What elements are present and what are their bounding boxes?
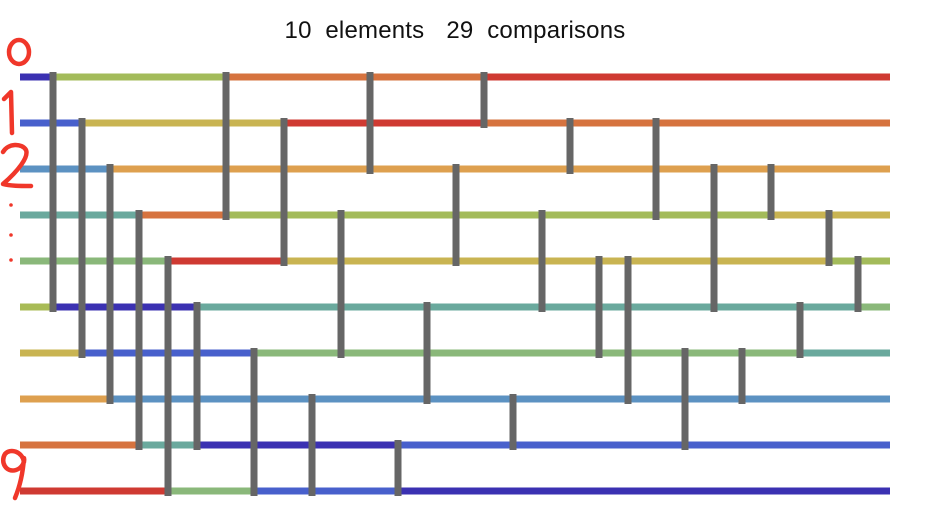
comparator-17 [538, 210, 546, 312]
comparisons-label: comparisons [487, 17, 626, 44]
wire-0-segment-4 [484, 73, 890, 81]
wire-0-segment-0 [20, 73, 53, 81]
comparator-19 [595, 256, 603, 358]
wire-9-segment-3 [398, 487, 890, 495]
handwritten-annotations: 0 1 2 9 [0, 37, 34, 501]
comparator-10 [337, 210, 345, 358]
wire-0-segment-2 [226, 73, 370, 81]
comparator-6 [222, 72, 230, 220]
wire-5-segment-2 [197, 303, 858, 311]
wire-6-segment-2 [254, 349, 800, 357]
ellipsis-dots [9, 203, 13, 262]
wire-1-segment-1 [82, 119, 284, 127]
wire-8-segment-0 [20, 441, 139, 449]
wire-9 [20, 487, 890, 495]
comparator-12 [394, 440, 402, 496]
comparator-3 [135, 210, 143, 450]
comparator-0 [49, 72, 57, 312]
wire-3-segment-1 [139, 211, 226, 219]
wire-6 [20, 349, 890, 357]
wire-0-segment-1 [53, 73, 226, 81]
wire-9-segment-0 [20, 487, 168, 495]
comparator-8 [280, 118, 288, 266]
comparators-layer [49, 72, 862, 496]
wire-5-segment-0 [20, 303, 53, 311]
comparator-14 [452, 164, 460, 266]
comparator-20 [624, 256, 632, 404]
wire-7-segment-1 [110, 395, 890, 403]
elements-count: 10 [284, 17, 312, 44]
comparator-7 [250, 348, 258, 496]
comparator-11 [366, 72, 374, 174]
wire-9-segment-2 [254, 487, 398, 495]
comparator-16 [509, 394, 517, 450]
comparator-25 [767, 164, 775, 220]
wire-4-segment-0 [20, 257, 168, 265]
wires-layer [20, 73, 890, 495]
comparator-23 [710, 164, 718, 312]
comparator-1 [78, 118, 86, 358]
wire-0-segment-3 [370, 73, 484, 81]
comparator-18 [566, 118, 574, 174]
wire-8-segment-2 [197, 441, 398, 449]
comparator-2 [106, 164, 114, 404]
comparator-13 [423, 302, 431, 404]
wire-8 [20, 441, 890, 449]
comparisons-count: 29 [446, 17, 474, 44]
wire-2-segment-1 [110, 165, 890, 173]
index-label-0: 0 [6, 37, 32, 67]
comparator-27 [825, 210, 833, 266]
index-label-2: 2 [0, 142, 34, 189]
elements-label: elements [325, 17, 425, 44]
wire-1-segment-4 [484, 119, 570, 127]
wire-3-segment-2 [226, 211, 656, 219]
wire-5 [20, 303, 890, 311]
wire-0 [20, 73, 890, 81]
wire-1 [20, 119, 890, 127]
comparator-22 [681, 348, 689, 450]
index-label-1: 1 [1, 89, 15, 136]
comparator-21 [652, 118, 660, 220]
comparator-5 [193, 302, 201, 450]
wire-5-segment-1 [53, 303, 197, 311]
comparator-15 [480, 72, 488, 128]
network-title: 10 elements 29 comparisons [0, 17, 910, 45]
wire-6-segment-3 [800, 349, 890, 357]
comparator-9 [308, 394, 316, 496]
wire-1-segment-6 [656, 119, 890, 127]
wire-6-segment-0 [20, 349, 82, 357]
wire-4-segment-2 [284, 257, 829, 265]
wire-7 [20, 395, 890, 403]
comparator-26 [796, 302, 804, 358]
wire-8-segment-3 [398, 441, 890, 449]
wire-5-segment-3 [858, 303, 890, 311]
wire-2 [20, 165, 890, 173]
wire-1-segment-2 [284, 119, 370, 127]
comparator-28 [854, 256, 862, 312]
wire-9-segment-1 [168, 487, 254, 495]
wire-4-segment-1 [168, 257, 284, 265]
wire-7-segment-0 [20, 395, 110, 403]
comparator-4 [164, 256, 172, 496]
wire-2-segment-0 [20, 165, 110, 173]
comparator-24 [738, 348, 746, 404]
wire-1-segment-5 [570, 119, 656, 127]
wire-1-segment-3 [370, 119, 484, 127]
index-label-9: 9 [0, 448, 27, 501]
